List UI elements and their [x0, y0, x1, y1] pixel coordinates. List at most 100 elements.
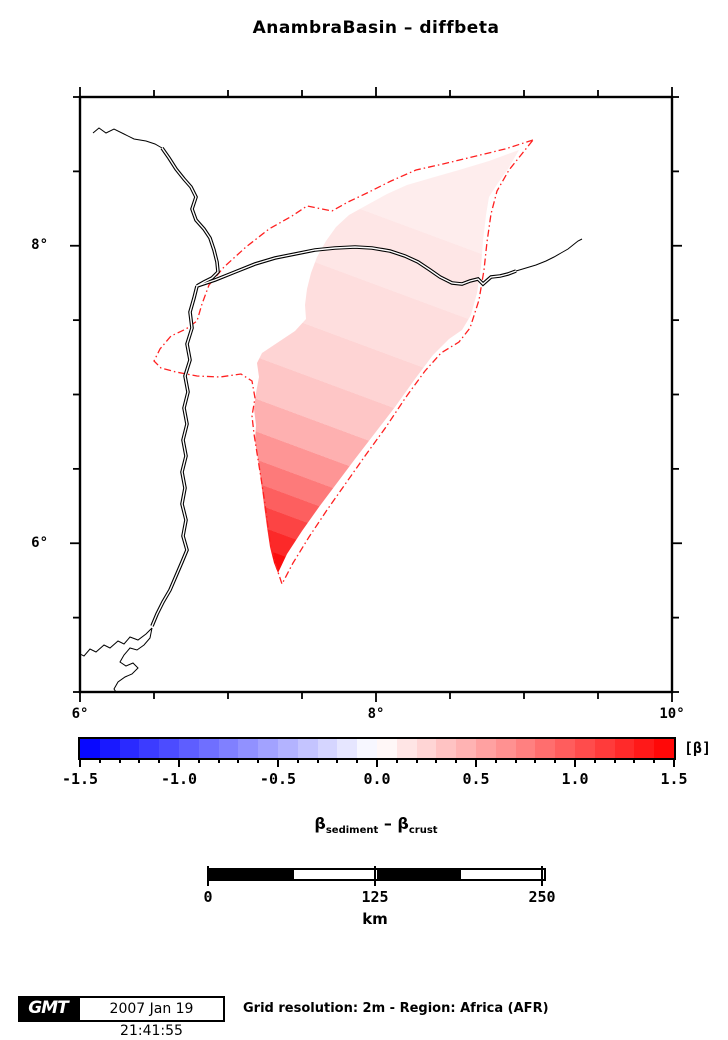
colorbar-tick — [79, 758, 81, 767]
colorbar-tick — [554, 758, 557, 763]
scale-bar-segment — [377, 870, 461, 879]
colorbar-cell — [495, 739, 516, 758]
colorbar-tick — [257, 758, 260, 763]
colorbar-cell — [277, 739, 298, 758]
scale-bar-segment — [293, 870, 377, 879]
colorbar-tick — [574, 758, 576, 767]
colorbar-tick — [336, 758, 339, 763]
colorbar-tick — [613, 758, 616, 763]
y-axis-label-8: 8° — [31, 237, 48, 253]
y-axis-label-6: 6° — [31, 535, 48, 551]
scale-bar — [208, 868, 546, 881]
caption-beta-crust: βcrust — [397, 814, 438, 837]
colorbar-caption: βsediment – βcrust — [176, 814, 576, 836]
map-panel — [70, 87, 682, 702]
colorbar-tick — [475, 758, 477, 767]
scale-bar-tick — [207, 866, 209, 886]
colorbar-tick — [197, 758, 200, 763]
colorbar-tick — [435, 758, 438, 763]
colorbar-cell — [297, 739, 318, 758]
x-axis-label-10: 10° — [659, 706, 685, 722]
colorbar-cell — [416, 739, 437, 758]
colorbar — [78, 737, 676, 760]
colorbar-tick — [494, 758, 497, 763]
colorbar-ticks — [79, 758, 675, 768]
colorbar-cell — [119, 739, 140, 758]
scale-bar-tick — [374, 866, 376, 886]
colorbar-unit-label: [β] — [684, 739, 712, 757]
colorbar-cell — [456, 739, 476, 758]
colorbar-tick — [455, 758, 458, 763]
map-frame — [78, 95, 674, 694]
basin-outline — [153, 138, 535, 586]
niger-river-upper-inner — [161, 147, 219, 287]
benue-river-headwater — [515, 238, 583, 272]
colorbar-cell — [555, 739, 575, 758]
colorbar-label: -1.0 — [160, 770, 198, 788]
colorbar-cell — [159, 739, 179, 758]
colorbar-tick — [217, 758, 220, 763]
scale-bar-label: 0 — [203, 888, 213, 906]
colorbar-cell — [594, 739, 615, 758]
x-axis-label-6: 6° — [71, 706, 89, 722]
colorbar-tick — [673, 758, 675, 767]
scale-bar-segment — [460, 870, 544, 879]
colorbar-label: 0.5 — [462, 770, 490, 788]
scale-bar-label: 250 — [528, 888, 556, 906]
colorbar-cell — [198, 739, 219, 758]
colorbar-cell — [80, 739, 100, 758]
basin-field-shading — [254, 150, 519, 573]
niger-river-lower — [150, 285, 199, 627]
colorbar-cell — [99, 739, 120, 758]
scale-bar-unit: km — [362, 910, 388, 928]
colorbar-cell — [376, 739, 397, 758]
colorbar-label: -0.5 — [259, 770, 297, 788]
colorbar-label: -1.5 — [61, 770, 99, 788]
colorbar-cell — [317, 739, 338, 758]
scale-bar-label: 125 — [361, 888, 389, 906]
colorbar-tick — [158, 758, 161, 763]
colorbar-cell — [654, 739, 674, 758]
colorbar-cell — [357, 739, 377, 758]
colorbar-tick — [296, 758, 299, 763]
colorbar-tick — [534, 758, 537, 763]
colorbar-cell — [258, 739, 278, 758]
timestamp: 2007 Jan 19 21:41:55 — [78, 996, 225, 1039]
niger-river-headwater — [92, 127, 163, 149]
colorbar-tick — [138, 758, 141, 763]
niger-river-lower-inner — [151, 285, 198, 627]
colorbar-tick — [237, 758, 240, 763]
colorbar-tick — [277, 758, 279, 767]
colorbar-tick — [118, 758, 121, 763]
colorbar-tick — [98, 758, 101, 763]
colorbar-tick — [395, 758, 398, 763]
colorbar-cell — [337, 739, 358, 758]
coastline-west — [81, 627, 153, 657]
scale-bar-labels: 0 125 250 — [203, 888, 555, 906]
caption-dash: – — [378, 814, 398, 833]
colorbar-cell — [436, 739, 457, 758]
benue-river-inner — [196, 246, 517, 287]
page-title: AnambraBasin – diffbeta — [252, 18, 500, 38]
river-trunks — [150, 146, 517, 627]
colorbar-tick — [653, 758, 656, 763]
scale-bar-tick — [541, 866, 543, 886]
colorbar-cell — [396, 739, 417, 758]
niger-river-upper — [160, 146, 220, 288]
colorbar-tick — [356, 758, 359, 763]
colorbar-tick — [376, 758, 378, 767]
caption-beta-sediment: βsediment — [314, 814, 379, 837]
gmt-logo: GMT — [18, 996, 78, 1022]
colorbar-label: 1.0 — [561, 770, 589, 788]
scale-bar-segment — [210, 870, 294, 879]
colorbar-tick — [316, 758, 319, 763]
colorbar-label: 0.0 — [363, 770, 391, 788]
colorbar-cell — [475, 739, 496, 758]
colorbar-tick — [415, 758, 418, 763]
colorbar-cell — [178, 739, 199, 758]
footer-note: Grid resolution: 2m - Region: Africa (AF… — [243, 1001, 549, 1016]
colorbar-cell — [535, 739, 556, 758]
colorbar-tick — [593, 758, 596, 763]
colorbar-cell — [634, 739, 655, 758]
